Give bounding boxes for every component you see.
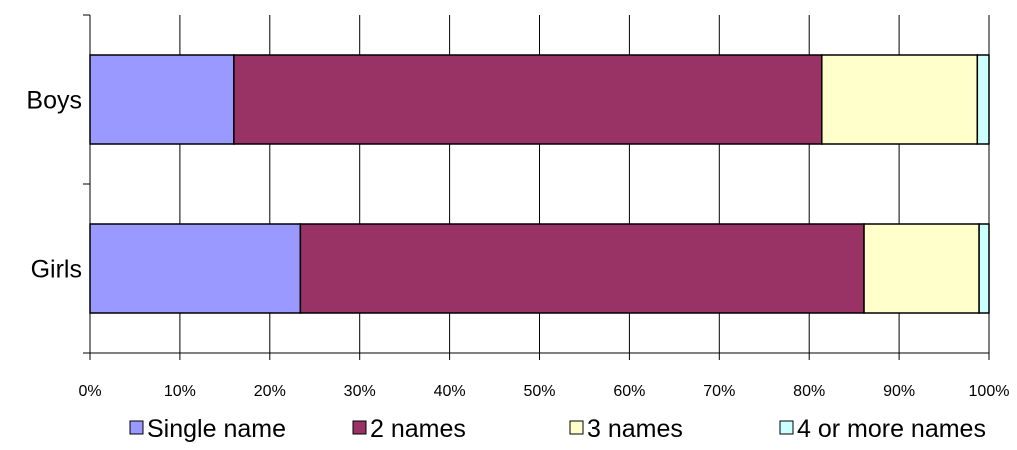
value-tick-label: 10% <box>164 383 196 400</box>
value-tick-label: 70% <box>703 383 735 400</box>
value-tick-label: 50% <box>523 383 555 400</box>
legend-swatch-2 <box>352 420 367 435</box>
category-axis: Boys Girls <box>26 14 91 354</box>
value-tick-label: 80% <box>793 383 825 400</box>
legend-label: 4 or more names <box>797 415 986 443</box>
bar-boys-series-3 <box>821 54 979 145</box>
bar-boys-series-4 <box>976 54 990 145</box>
value-tick-label: 20% <box>254 383 286 400</box>
bar-girls-series-2 <box>299 223 865 314</box>
plot-area: Boys Girls 0% 10% 20% 30% 40% 50% 60% 70% 80% 90% 1… <box>26 14 1010 400</box>
legend: Single name 2 names 3 names 4 or more names <box>129 415 986 443</box>
category-label: Girls <box>31 256 82 284</box>
legend-label: 3 names <box>587 415 683 443</box>
legend-swatch-3 <box>569 420 584 435</box>
bar-girls-series-1 <box>89 223 302 314</box>
value-tick-label: 40% <box>434 383 466 400</box>
bars <box>89 54 990 314</box>
bar-girls-series-4 <box>978 223 990 314</box>
value-tick-label: 90% <box>883 383 915 400</box>
value-tick-label: 60% <box>613 383 645 400</box>
bar-girls-series-3 <box>863 223 980 314</box>
legend-swatch-1 <box>129 420 144 435</box>
bar-boys-series-2 <box>233 54 823 145</box>
value-tick-label: 100% <box>969 383 1010 400</box>
category-label: Boys <box>26 87 82 115</box>
legend-swatch-4 <box>779 420 794 435</box>
legend-label: 2 names <box>370 415 466 443</box>
bar-boys-series-1 <box>89 54 235 145</box>
value-tick-label: 0% <box>78 383 101 400</box>
value-axis: 0% 10% 20% 30% 40% 50% 60% 70% 80% 90% 100% <box>78 352 1010 400</box>
legend-label: Single name <box>147 415 286 443</box>
value-tick-label: 30% <box>344 383 376 400</box>
